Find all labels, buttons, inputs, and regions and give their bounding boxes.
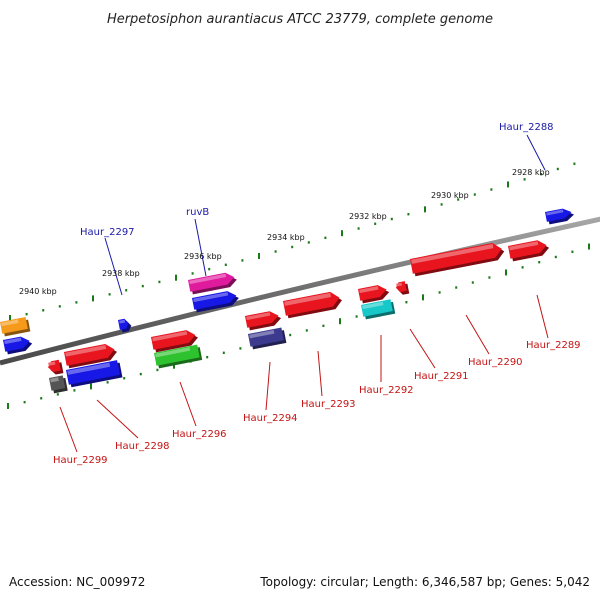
map-title: Herpetosiphon aurantiacus ATCC 23779, co…: [107, 12, 493, 27]
label-leaders: [59, 134, 549, 453]
tick-label: 2940 kbp: [19, 287, 57, 296]
gene-arrow[interactable]: [248, 327, 287, 350]
lower-tick-track: [7, 243, 590, 409]
tick-label: 2938 kbp: [102, 269, 140, 278]
gene-label[interactable]: Haur_2291: [414, 371, 469, 382]
leader-line: [194, 218, 207, 277]
gene-highlight: [284, 292, 332, 306]
gene-highlight: [119, 319, 126, 324]
gene-arrow[interactable]: [245, 309, 282, 331]
gene-label[interactable]: ruvB: [186, 207, 209, 218]
gene-arrow[interactable]: [64, 342, 118, 369]
gene-arrow[interactable]: [508, 238, 550, 262]
gene-body: [395, 281, 407, 293]
gene-arrow[interactable]: [545, 207, 575, 225]
gene-label[interactable]: Haur_2299: [53, 455, 108, 466]
gene-highlight: [249, 330, 275, 339]
gene-label[interactable]: Haur_2289: [526, 340, 581, 351]
gene-arrow[interactable]: [361, 299, 396, 320]
leader-line: [96, 399, 139, 439]
gene-label[interactable]: Haur_2293: [301, 399, 356, 410]
genome-summary-text: Topology: circular; Length: 6,346,587 bp…: [259, 575, 590, 589]
gene-highlight: [155, 347, 191, 358]
gene-highlight: [4, 337, 22, 345]
gene-arrow[interactable]: [49, 375, 68, 394]
leader-line: [526, 134, 546, 171]
gene-arrow[interactable]: [154, 344, 203, 369]
leader-line: [265, 361, 271, 411]
tick-label: 2936 kbp: [184, 252, 222, 261]
gene-body: [0, 317, 28, 334]
gene-label[interactable]: Haur_2292: [359, 385, 414, 396]
gene-arrow[interactable]: [118, 318, 132, 333]
gene-highlight: [152, 331, 188, 342]
leader-line: [409, 328, 436, 369]
gene-body: [248, 327, 284, 347]
gene-highlight: [546, 209, 564, 216]
gene-arrow[interactable]: [47, 359, 64, 375]
gene-highlight: [509, 241, 539, 251]
gene-label[interactable]: Haur_2288: [499, 122, 554, 133]
gene-arrow[interactable]: [0, 317, 31, 337]
gene-arrow[interactable]: [358, 283, 390, 304]
gene-highlight: [193, 292, 229, 303]
gene-arrow[interactable]: [3, 335, 33, 355]
gene-features: [0, 207, 575, 394]
gene-highlight: [246, 312, 271, 321]
tick-label: 2930 kbp: [431, 191, 469, 200]
leader-line: [465, 314, 490, 355]
leader-line: [179, 381, 197, 427]
gene-highlight: [362, 301, 384, 310]
gene-highlight: [67, 362, 111, 375]
tick-label: 2932 kbp: [349, 212, 387, 221]
gene-highlight: [359, 286, 379, 294]
gene-arrow[interactable]: [395, 281, 410, 296]
gene-label[interactable]: Haur_2298: [115, 441, 170, 452]
gene-label[interactable]: Haur_2294: [243, 413, 298, 424]
leader-line: [536, 294, 549, 339]
gene-highlight: [411, 243, 494, 264]
gene-label[interactable]: Haur_2290: [468, 357, 523, 368]
gene-arrow[interactable]: [410, 241, 506, 277]
leader-line: [59, 406, 78, 453]
gene-arrow[interactable]: [151, 328, 199, 353]
gene-label[interactable]: Haur_2297: [80, 227, 135, 238]
gene-arrow[interactable]: [192, 289, 240, 313]
gene-arrow[interactable]: [66, 360, 123, 388]
leader-line: [317, 350, 323, 397]
tick-label: 2934 kbp: [267, 233, 305, 242]
gene-highlight: [1, 319, 19, 327]
gene-arrow[interactable]: [283, 290, 343, 319]
gene-highlight: [189, 273, 227, 285]
genome-backbone: [0, 216, 600, 366]
gene-highlight: [396, 282, 403, 287]
gene-highlight: [65, 344, 107, 357]
gene-highlight: [48, 361, 56, 366]
gene-arrow[interactable]: [188, 271, 238, 295]
leader-line: [104, 237, 123, 296]
gene-label[interactable]: Haur_2296: [172, 429, 227, 440]
gene-highlight: [50, 377, 59, 383]
accession-text: Accession: NC_009972: [9, 575, 145, 589]
upper-tick-track: [9, 162, 576, 321]
gene-body: [361, 299, 393, 317]
tick-label: 2928 kbp: [512, 168, 550, 177]
